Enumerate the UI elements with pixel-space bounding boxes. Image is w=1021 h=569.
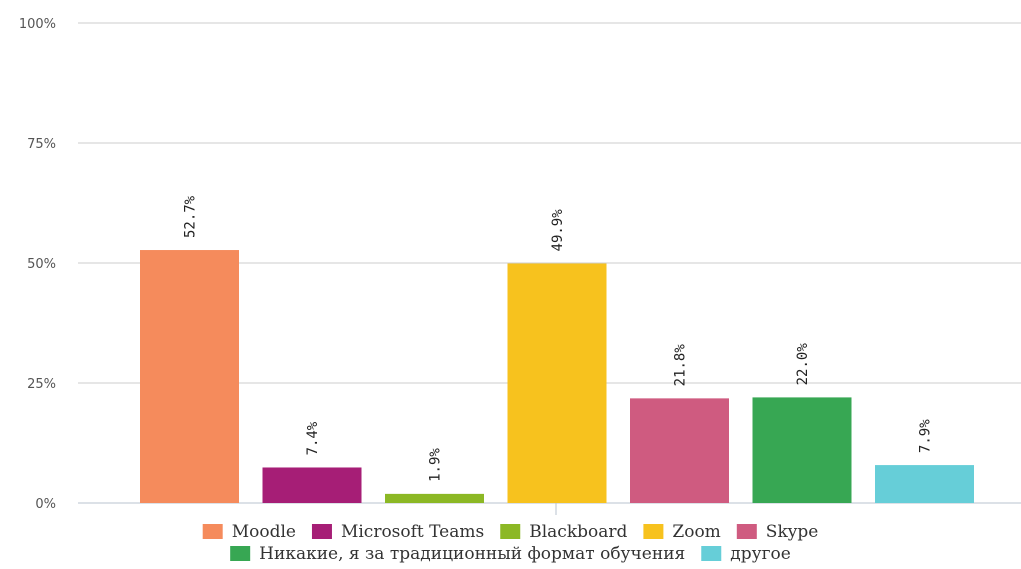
legend-item[interactable]: Microsoft Teams bbox=[311, 522, 484, 542]
legend-label: Blackboard bbox=[529, 522, 627, 542]
legend-item[interactable]: Никакие, я за традиционный формат обучен… bbox=[230, 544, 685, 564]
data-label: 7.4% bbox=[305, 421, 321, 455]
legend-swatch bbox=[701, 546, 722, 561]
bar-0 bbox=[140, 250, 239, 503]
bars bbox=[140, 250, 974, 503]
legend-item[interactable]: Skype bbox=[736, 522, 819, 542]
legend-swatch bbox=[643, 524, 664, 539]
y-tick-label: 50% bbox=[27, 257, 56, 272]
legend-label: Skype bbox=[766, 522, 819, 542]
legend-swatch bbox=[202, 524, 223, 539]
data-label: 7.9% bbox=[918, 419, 934, 453]
bar-2 bbox=[385, 493, 484, 503]
bar-1 bbox=[262, 467, 362, 503]
legend-label: Zoom bbox=[672, 522, 720, 542]
legend-swatch bbox=[736, 524, 757, 539]
bar-6 bbox=[875, 465, 974, 503]
y-tick-label: 25% bbox=[27, 377, 56, 392]
y-axis-tick-labels: 0% 25% 50% 75% 100% bbox=[19, 17, 56, 512]
legend-label: Moodle bbox=[232, 522, 296, 542]
legend: Moodle Microsoft Teams Blackboard Zoom Skype… bbox=[202, 522, 819, 564]
data-label: 21.8% bbox=[673, 344, 689, 387]
legend-swatch bbox=[311, 524, 332, 539]
bar-5 bbox=[752, 397, 852, 503]
legend-item[interactable]: Zoom bbox=[643, 522, 721, 542]
data-label: 52.7% bbox=[183, 195, 199, 238]
y-tick-label: 100% bbox=[19, 17, 56, 32]
legend-item[interactable]: другое bbox=[701, 544, 791, 564]
legend-label: Никакие, я за традиционный формат обучен… bbox=[259, 544, 685, 564]
legend-item[interactable]: Moodle bbox=[202, 522, 296, 542]
legend-swatch bbox=[500, 524, 521, 539]
data-labels: 52.7% 7.4% 1.9% 49.9% 21.8% 22.0% 7.9% bbox=[183, 195, 934, 482]
y-tick-label: 0% bbox=[35, 497, 56, 512]
legend-label: Microsoft Teams bbox=[341, 522, 484, 542]
legend-label: другое bbox=[730, 544, 791, 564]
legend-swatch bbox=[230, 546, 251, 561]
legend-item[interactable]: Blackboard bbox=[500, 522, 628, 542]
bar-3 bbox=[507, 263, 607, 503]
data-label: 49.9% bbox=[550, 209, 566, 252]
y-tick-label: 75% bbox=[27, 137, 56, 152]
bar-4 bbox=[630, 398, 729, 503]
data-label: 22.0% bbox=[795, 343, 811, 386]
data-label: 1.9% bbox=[428, 448, 444, 482]
